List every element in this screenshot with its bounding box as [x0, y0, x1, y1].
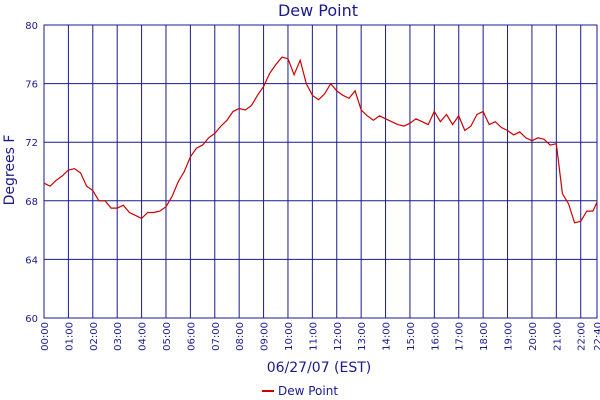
grid-lines — [43, 24, 598, 319]
x-tick-label: 22:00 — [577, 322, 588, 351]
x-tick-label: 11:00 — [308, 322, 319, 351]
x-tick-label: 22:40 — [593, 322, 600, 351]
plot-frame — [43, 24, 598, 319]
x-tick-label: 21:00 — [552, 322, 563, 351]
x-tick-label: 20:00 — [528, 322, 539, 351]
x-tick-label: 00:00 — [40, 322, 51, 351]
y-tick-label: 80 — [25, 21, 38, 32]
x-tick-label: 07:00 — [211, 322, 222, 351]
x-tick-label: 05:00 — [162, 322, 173, 351]
legend: Dew Point — [262, 384, 338, 398]
x-tick-label: 15:00 — [406, 322, 417, 351]
x-tick-label: 18:00 — [479, 322, 490, 351]
x-tick-label: 12:00 — [333, 322, 344, 351]
chart-title: Dew Point — [278, 1, 358, 20]
x-tick-label: 08:00 — [235, 322, 246, 351]
x-axis-label: 06/27/07 (EST) — [267, 360, 372, 376]
x-tick-label: 13:00 — [357, 322, 368, 351]
y-tick-label: 68 — [25, 197, 38, 208]
series-line-dew-point — [43, 56, 598, 224]
x-tick-label: 01:00 — [64, 322, 75, 351]
y-tick-label: 60 — [25, 314, 38, 325]
x-tick-label: 09:00 — [260, 322, 271, 351]
y-axis-label: Degrees F — [2, 135, 18, 206]
x-axis-ticks: 00:00 01:00 02:00 03:00 04:00 05:00 06:00 07:00… — [40, 322, 600, 351]
y-tick-label: 76 — [25, 80, 38, 91]
x-tick-label: 10:00 — [284, 322, 295, 351]
y-tick-label: 64 — [25, 255, 38, 266]
x-tick-label: 04:00 — [138, 322, 149, 351]
y-axis-ticks: 60 64 68 72 76 80 — [25, 21, 38, 325]
x-tick-label: 17:00 — [455, 322, 466, 351]
x-tick-label: 03:00 — [113, 322, 124, 351]
y-tick-label: 72 — [25, 138, 38, 149]
x-tick-label: 16:00 — [430, 322, 441, 351]
x-tick-label: 19:00 — [504, 322, 515, 351]
x-tick-label: 02:00 — [89, 322, 100, 351]
x-tick-label: 06:00 — [186, 322, 197, 351]
x-tick-label: 14:00 — [382, 322, 393, 351]
legend-label: Dew Point — [278, 384, 338, 398]
